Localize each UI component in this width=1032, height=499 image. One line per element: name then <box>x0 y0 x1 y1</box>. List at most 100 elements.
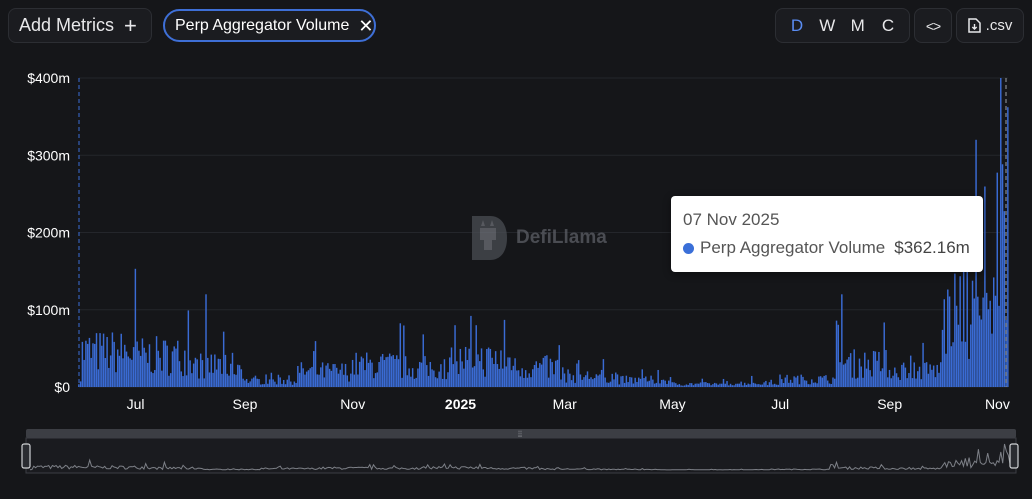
volume-bar[interactable] <box>848 357 850 387</box>
volume-bar[interactable] <box>396 355 398 387</box>
volume-bar[interactable] <box>397 359 400 387</box>
volume-bar[interactable] <box>521 368 523 387</box>
volume-bar[interactable] <box>540 364 543 387</box>
volume-bar[interactable] <box>645 376 647 387</box>
volume-bar[interactable] <box>406 375 409 387</box>
volume-bar[interactable] <box>440 364 442 387</box>
close-icon[interactable]: ✕ <box>358 15 374 36</box>
volume-bar[interactable] <box>480 348 483 387</box>
volume-bar[interactable] <box>754 383 757 387</box>
volume-bar[interactable] <box>388 353 391 387</box>
volume-bar[interactable] <box>334 364 336 387</box>
volume-bar[interactable] <box>982 297 984 387</box>
volume-bar[interactable] <box>802 376 804 387</box>
volume-bar[interactable] <box>99 333 101 387</box>
volume-bar[interactable] <box>350 373 352 387</box>
volume-bar[interactable] <box>390 356 393 387</box>
volume-bar[interactable] <box>305 371 308 387</box>
volume-bar[interactable] <box>351 359 354 387</box>
volume-bar[interactable] <box>399 323 402 387</box>
volume-bar[interactable] <box>252 377 255 387</box>
volume-bar[interactable] <box>327 363 329 387</box>
volume-bar[interactable] <box>961 341 963 387</box>
volume-bar[interactable] <box>959 276 961 387</box>
volume-bar[interactable] <box>675 383 677 387</box>
volume-bar[interactable] <box>523 377 525 387</box>
volume-bar[interactable] <box>666 383 668 387</box>
volume-bar[interactable] <box>696 383 698 387</box>
volume-bar[interactable] <box>155 336 158 387</box>
volume-bar[interactable] <box>989 300 991 387</box>
volume-bar[interactable] <box>335 367 338 387</box>
volume-bar[interactable] <box>574 382 576 387</box>
volume-bar[interactable] <box>722 378 725 387</box>
volume-bar[interactable] <box>441 378 444 387</box>
volume-bar[interactable] <box>664 380 666 387</box>
volume-bar[interactable] <box>562 367 564 387</box>
embed-button[interactable]: <> <box>914 8 952 43</box>
volume-bar[interactable] <box>288 375 290 387</box>
volume-bar[interactable] <box>749 384 751 387</box>
volume-bar[interactable] <box>125 351 128 387</box>
volume-bar[interactable] <box>690 383 693 387</box>
volume-bar[interactable] <box>648 380 651 387</box>
volume-bar[interactable] <box>247 382 250 387</box>
volume-bar[interactable] <box>560 379 562 387</box>
volume-bar[interactable] <box>479 361 481 387</box>
volume-bar[interactable] <box>408 368 410 387</box>
volume-bar[interactable] <box>394 358 396 387</box>
volume-bar[interactable] <box>210 354 213 387</box>
volume-bar[interactable] <box>519 376 522 387</box>
volume-bar[interactable] <box>358 361 361 387</box>
volume-bar[interactable] <box>922 342 924 387</box>
volume-bar[interactable] <box>901 364 903 387</box>
volume-bar[interactable] <box>162 340 165 387</box>
volume-bar[interactable] <box>570 380 573 387</box>
volume-bar[interactable] <box>173 346 175 387</box>
volume-bar[interactable] <box>503 319 506 387</box>
volume-bar[interactable] <box>641 369 643 387</box>
volume-bar[interactable] <box>180 371 183 387</box>
volume-bar[interactable] <box>341 363 343 387</box>
volume-bar[interactable] <box>238 365 241 387</box>
volume-bar[interactable] <box>966 239 968 387</box>
volume-bar[interactable] <box>717 384 719 387</box>
volume-bar[interactable] <box>682 385 684 387</box>
volume-bar[interactable] <box>279 377 281 387</box>
volume-bar[interactable] <box>947 289 949 387</box>
volume-bar[interactable] <box>221 373 223 387</box>
volume-bar[interactable] <box>970 324 972 387</box>
volume-bar[interactable] <box>456 361 458 387</box>
volume-bar[interactable] <box>353 374 356 387</box>
volume-bar[interactable] <box>205 294 207 387</box>
volume-bar[interactable] <box>187 310 190 387</box>
volume-bar[interactable] <box>920 379 923 387</box>
volume-bar[interactable] <box>924 362 926 387</box>
volume-bar[interactable] <box>139 355 142 387</box>
volume-bar[interactable] <box>339 369 341 387</box>
range-slider-track[interactable] <box>26 429 1016 438</box>
volume-bar[interactable] <box>887 377 889 387</box>
volume-bar[interactable] <box>307 370 310 387</box>
volume-bar[interactable] <box>355 352 357 387</box>
volume-bar[interactable] <box>471 367 474 387</box>
volume-bar[interactable] <box>936 364 938 387</box>
volume-bar[interactable] <box>791 382 794 387</box>
volume-bar[interactable] <box>807 384 809 387</box>
volume-bar[interactable] <box>731 385 734 387</box>
volume-bar[interactable] <box>918 366 921 387</box>
volume-bar[interactable] <box>182 376 184 387</box>
volume-bar[interactable] <box>500 350 502 387</box>
volume-bar[interactable] <box>609 381 612 387</box>
volume-bar[interactable] <box>756 384 758 387</box>
volume-bar[interactable] <box>263 384 266 387</box>
volume-bar[interactable] <box>752 382 755 387</box>
volume-bar[interactable] <box>321 362 324 387</box>
volume-bar[interactable] <box>316 374 319 387</box>
volume-bar[interactable] <box>452 364 454 387</box>
volume-bar[interactable] <box>567 369 569 387</box>
volume-bar[interactable] <box>669 377 672 387</box>
volume-bar[interactable] <box>450 347 453 387</box>
volume-bar[interactable] <box>576 363 578 387</box>
volume-bar[interactable] <box>593 378 596 387</box>
